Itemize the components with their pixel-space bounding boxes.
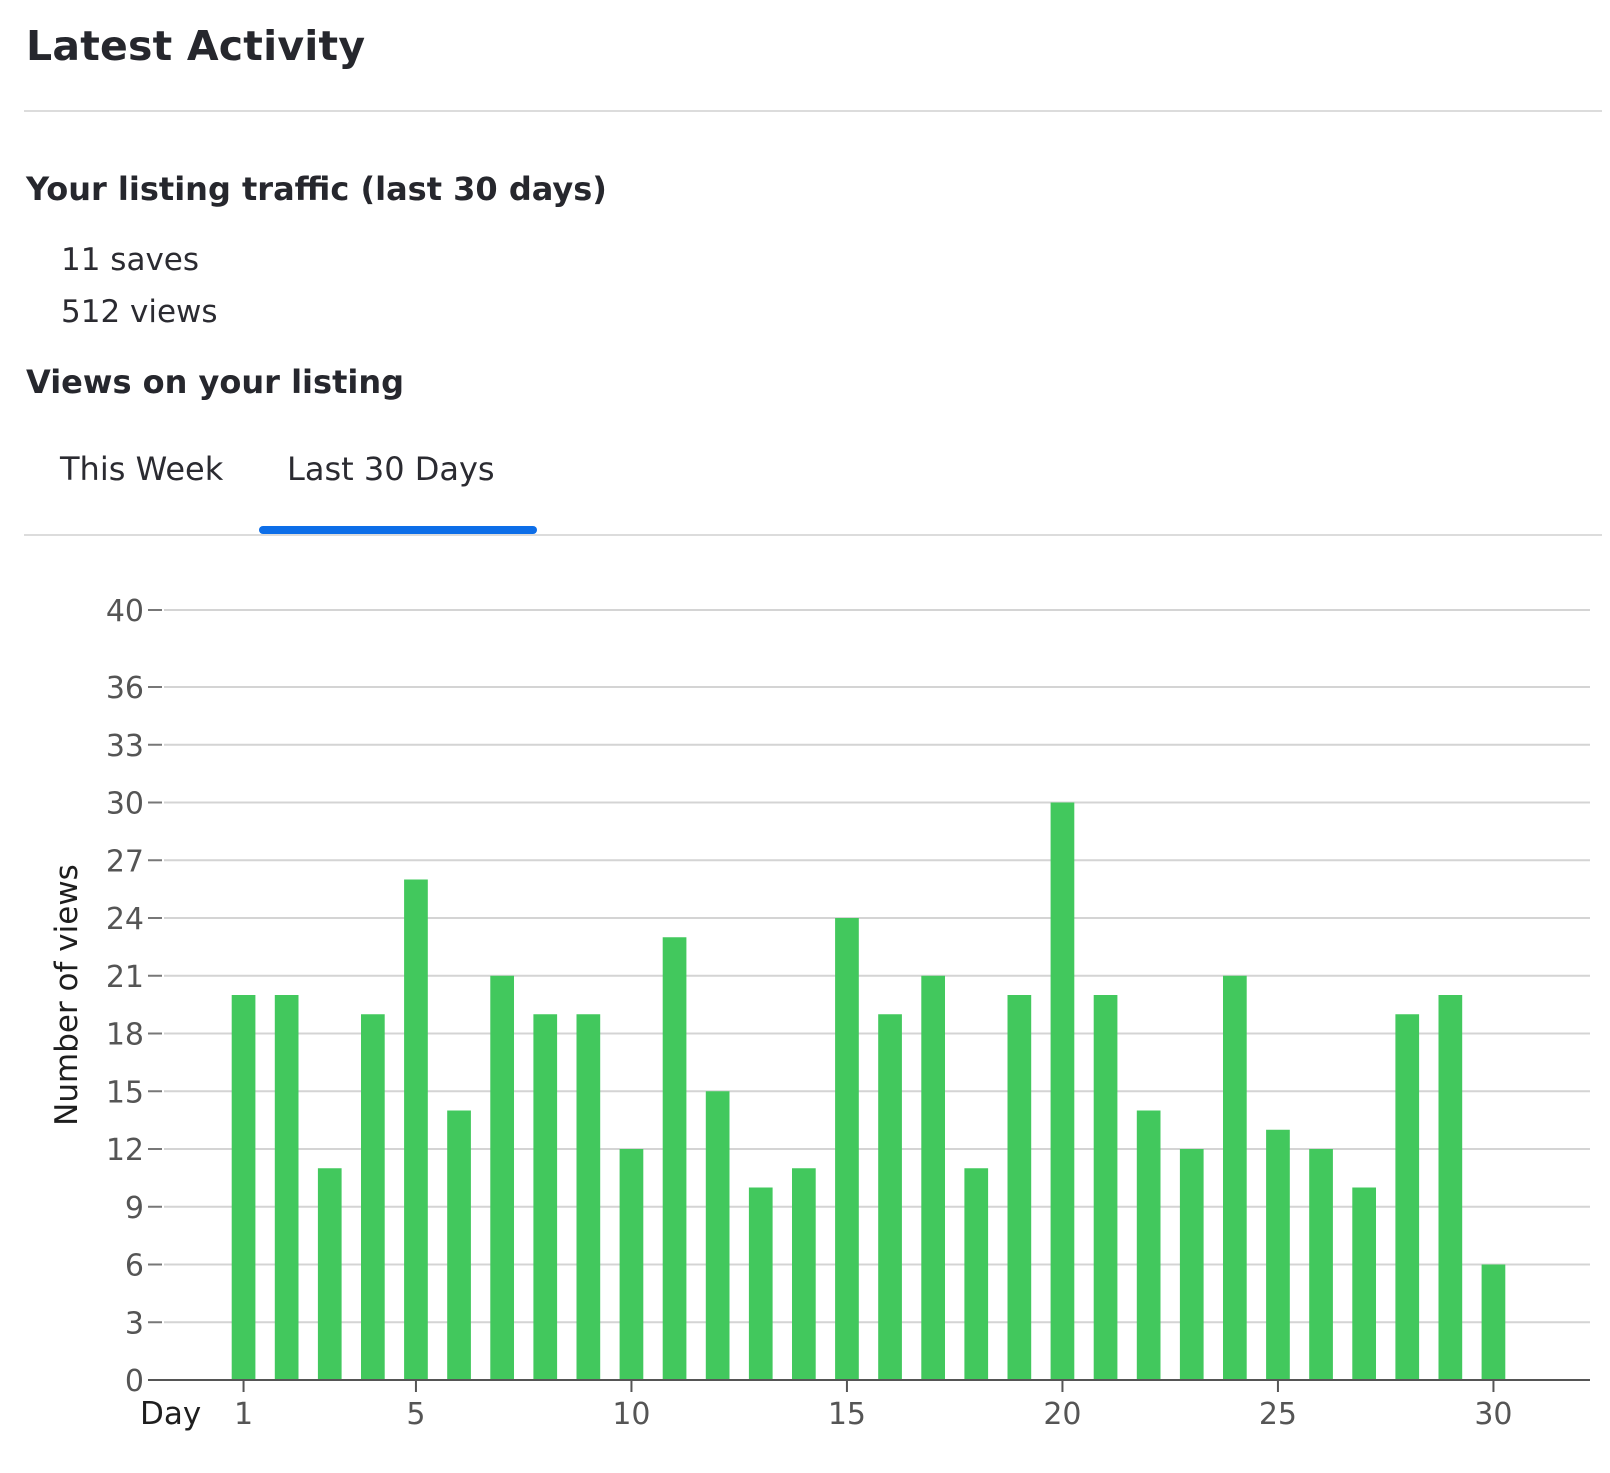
bar-day-26 [1309, 1149, 1333, 1380]
tab-last-30-days[interactable]: Last 30 Days [259, 430, 529, 530]
y-tick-label: 6 [125, 1249, 144, 1284]
bar-day-5 [404, 879, 428, 1380]
traffic-section-title: Your listing traffic (last 30 days) [26, 170, 607, 208]
bar-day-1 [231, 995, 256, 1380]
bar-day-10 [619, 1149, 644, 1380]
y-tick-label: 15 [106, 1075, 144, 1110]
active-tab-indicator [259, 526, 537, 534]
bar-day-14 [791, 1168, 816, 1380]
y-tick-label: 33 [106, 729, 144, 764]
bar-day-21 [1093, 995, 1118, 1380]
y-tick-label: 3 [125, 1306, 144, 1341]
tab-this-week-label: This Week [60, 450, 224, 488]
tab-this-week[interactable]: This Week [60, 430, 250, 530]
saves-count: 11 saves [61, 242, 200, 278]
y-tick-label: 0 [125, 1364, 144, 1399]
bar-day-11 [662, 937, 687, 1380]
bar-day-8 [533, 1014, 558, 1380]
tabs-divider [24, 534, 1602, 536]
bar-day-16 [878, 1014, 902, 1380]
bar-day-7 [490, 975, 515, 1380]
bar-day-12 [705, 1091, 730, 1380]
y-tick-label: 12 [106, 1133, 144, 1168]
bar-day-29 [1438, 995, 1463, 1380]
bar-day-28 [1395, 1014, 1420, 1380]
y-tick-label: 9 [125, 1191, 144, 1226]
bar-day-25 [1266, 1129, 1290, 1380]
views-section-title: Views on your listing [26, 363, 405, 401]
y-tick-label: 30 [106, 787, 144, 822]
y-tick-label: 40 [106, 594, 144, 629]
bar-day-17 [921, 975, 946, 1380]
bar-day-13 [748, 1187, 773, 1380]
bar-day-3 [317, 1168, 342, 1380]
y-axis-title: Number of views [49, 864, 85, 1126]
page-title: Latest Activity [26, 22, 366, 70]
bar-day-9 [576, 1014, 601, 1380]
y-tick-label: 36 [106, 671, 144, 706]
bar-day-15 [835, 918, 859, 1380]
header-divider [24, 110, 1602, 112]
x-tick-label: 10 [612, 1397, 650, 1432]
bar-day-22 [1136, 1110, 1161, 1380]
tab-last-30-days-label: Last 30 Days [287, 450, 495, 488]
x-tick-label: 15 [828, 1397, 866, 1432]
bar-day-18 [964, 1168, 989, 1380]
bar-day-6 [447, 1110, 471, 1380]
bar-day-19 [1007, 995, 1032, 1380]
y-tick-label: 18 [106, 1018, 144, 1053]
views-count: 512 views [61, 294, 218, 330]
x-tick-label: 25 [1259, 1397, 1297, 1432]
bar-day-2 [274, 995, 299, 1380]
bar-day-23 [1179, 1149, 1204, 1380]
bar-day-24 [1222, 975, 1247, 1380]
y-tick-label: 21 [106, 960, 144, 995]
y-tick-label: 24 [106, 902, 144, 937]
x-tick-label: 20 [1043, 1397, 1081, 1432]
bar-day-30 [1481, 1264, 1506, 1380]
x-tick-label: 30 [1474, 1397, 1512, 1432]
x-tick-label: 1 [234, 1397, 253, 1432]
chart-bars [231, 802, 1506, 1380]
bar-day-20 [1050, 802, 1075, 1380]
bar-day-4 [360, 1014, 385, 1380]
period-tabs: This Week Last 30 Days [24, 430, 1602, 536]
x-axis-title: Day [140, 1396, 201, 1432]
x-tick-label: 5 [406, 1397, 425, 1432]
y-tick-label: 27 [106, 844, 144, 879]
bar-day-27 [1352, 1187, 1377, 1380]
